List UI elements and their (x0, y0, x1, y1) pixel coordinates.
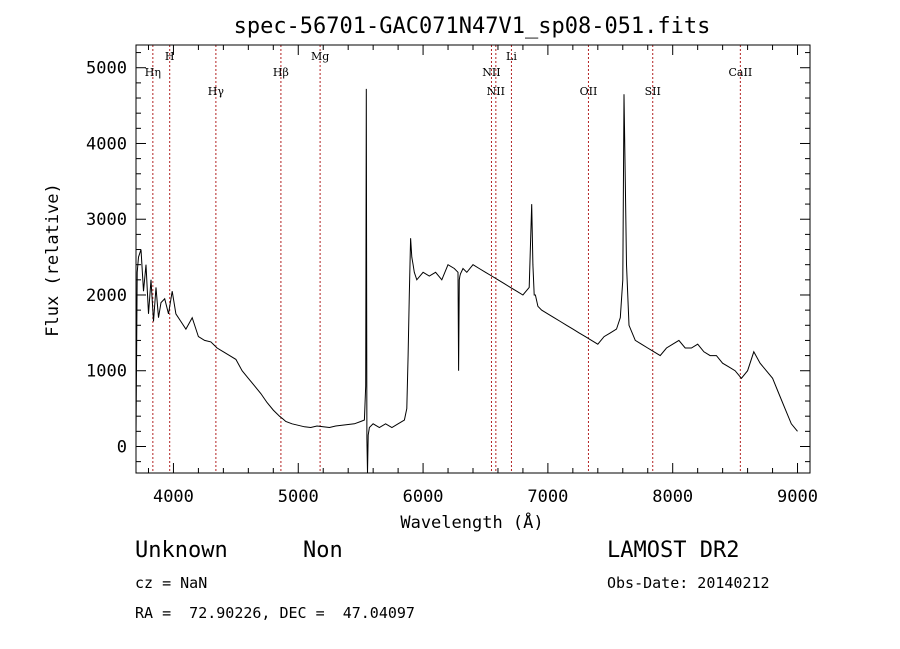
chart-title: spec-56701-GAC071N47V1_sp08-051.fits (234, 14, 711, 39)
y-tick-label: 3000 (86, 210, 127, 230)
spectral-line-label: Hγ (208, 85, 225, 98)
redshift-cz: cz = NaN (135, 574, 208, 592)
survey-name: LAMOST DR2 (607, 538, 740, 563)
object-type: Unknown (135, 538, 228, 563)
object-subtype: Non (303, 538, 343, 563)
spectral-line-label: H (165, 50, 175, 63)
spectral-line-label: OII (580, 85, 598, 98)
x-tick-label: 9000 (777, 487, 818, 507)
spectrum-line (135, 88, 798, 474)
spectral-line-label: NII (487, 85, 505, 98)
x-tick-label: 4000 (153, 487, 194, 507)
plot-frame (135, 44, 811, 474)
spectral-line-label: SII (645, 85, 661, 98)
y-tick-label: 4000 (86, 134, 127, 154)
spectral-line-label: CaII (729, 66, 753, 79)
y-axis-label: Flux (relative) (43, 183, 63, 337)
spectral-line-label: Li (506, 50, 517, 63)
x-axis-ticks: 4000 5000 6000 7000 8000 9000 (147, 45, 818, 507)
y-axis-ticks: 0 1000 2000 3000 4000 5000 (86, 52, 810, 463)
x-tick-label: 6000 (403, 487, 444, 507)
x-tick-label: 5000 (278, 487, 319, 507)
obs-date: Obs-Date: 20140212 (607, 574, 770, 592)
spectral-line-label: Hβ (273, 66, 289, 79)
spectral-line-label: Mg (311, 50, 329, 63)
spectral-line-label: Hη (145, 66, 161, 79)
y-tick-label: 5000 (86, 59, 127, 79)
x-tick-label: 8000 (652, 487, 693, 507)
spectral-line-markers: Hη H Hγ Hβ Mg NII NII Li OII SII CaII (145, 45, 752, 473)
x-axis-label: Wavelength (Å) (400, 511, 543, 533)
spectral-line-label: NII (482, 66, 500, 79)
x-tick-label: 7000 (527, 487, 568, 507)
ra-dec-coords: RA = 72.90226, DEC = 47.04097 (135, 604, 415, 622)
y-tick-label: 2000 (86, 286, 127, 306)
y-tick-label: 0 (117, 437, 127, 457)
y-tick-label: 1000 (86, 362, 127, 382)
